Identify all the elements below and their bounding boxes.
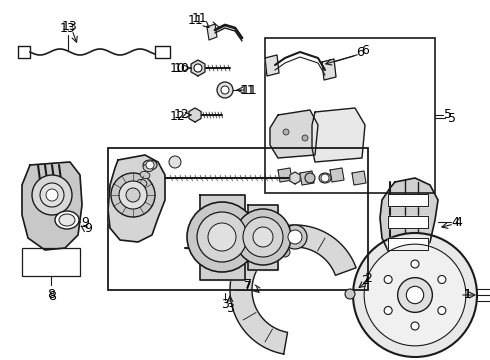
Text: 11: 11 [242,84,258,96]
Circle shape [46,189,58,201]
Circle shape [169,156,181,168]
Polygon shape [352,171,366,185]
Circle shape [208,223,236,251]
Text: 13: 13 [60,22,76,35]
Circle shape [353,233,477,357]
Circle shape [243,217,283,257]
Bar [108,148,368,290]
Polygon shape [265,55,279,76]
Ellipse shape [59,214,75,226]
Text: 8: 8 [48,289,56,302]
Text: 11: 11 [188,13,204,27]
Text: 12: 12 [170,109,186,122]
Text: 1: 1 [464,288,472,302]
Text: 13: 13 [62,19,78,32]
Text: 9: 9 [81,216,89,229]
Polygon shape [191,60,205,76]
Polygon shape [270,246,280,258]
Circle shape [364,244,466,346]
Text: 5: 5 [448,112,456,125]
Circle shape [411,322,419,330]
Circle shape [288,230,302,244]
Circle shape [438,275,446,284]
Text: 7: 7 [244,279,252,292]
Polygon shape [230,225,356,354]
Text: 10: 10 [170,62,186,75]
Circle shape [345,289,355,299]
Circle shape [384,275,392,284]
Polygon shape [200,195,245,280]
Polygon shape [108,155,165,242]
Text: 6: 6 [361,44,369,57]
Text: 12: 12 [174,108,190,122]
Circle shape [283,129,289,135]
Circle shape [280,247,290,257]
Ellipse shape [143,165,153,172]
Text: 9: 9 [84,221,92,234]
Circle shape [126,188,140,202]
Polygon shape [248,205,278,270]
Circle shape [217,82,233,98]
Circle shape [253,227,273,247]
Circle shape [32,175,72,215]
Circle shape [221,86,229,94]
Circle shape [40,183,64,207]
Text: 2: 2 [364,271,372,284]
Circle shape [321,174,329,182]
Text: 10: 10 [174,62,190,75]
Circle shape [438,306,446,315]
Ellipse shape [55,211,79,229]
Text: 3: 3 [226,302,234,315]
Circle shape [283,225,307,249]
Circle shape [384,306,392,315]
Text: 4: 4 [454,216,462,229]
Circle shape [411,260,419,268]
Text: 11: 11 [240,84,256,96]
Polygon shape [330,168,344,182]
Polygon shape [278,168,292,182]
Polygon shape [312,108,365,162]
Text: 6: 6 [356,45,364,58]
Text: 11: 11 [192,12,208,24]
Text: 2: 2 [361,274,369,287]
Polygon shape [300,171,314,185]
Circle shape [197,212,247,262]
Circle shape [146,161,154,169]
Polygon shape [207,24,217,40]
Polygon shape [22,162,82,250]
Polygon shape [270,110,318,158]
Circle shape [305,173,315,183]
Circle shape [187,202,257,272]
Text: 7: 7 [244,279,252,292]
Text: 4: 4 [451,216,459,229]
Circle shape [194,64,202,72]
Circle shape [119,181,147,209]
Text: 8: 8 [47,288,55,301]
Circle shape [302,135,308,141]
Circle shape [111,173,155,217]
Polygon shape [388,194,428,206]
Ellipse shape [140,171,150,179]
Circle shape [235,209,291,265]
Ellipse shape [137,179,147,186]
Polygon shape [380,178,438,262]
Ellipse shape [143,160,157,170]
Bar [265,38,435,193]
Ellipse shape [319,173,331,183]
Bar [22,248,80,276]
Polygon shape [388,238,428,250]
Polygon shape [290,172,300,184]
Polygon shape [189,108,201,122]
Text: 5: 5 [444,108,452,122]
Polygon shape [322,59,336,80]
Circle shape [398,278,432,312]
Text: 1: 1 [464,288,472,302]
Polygon shape [388,216,428,228]
Circle shape [406,286,424,304]
Text: 3: 3 [221,298,229,311]
